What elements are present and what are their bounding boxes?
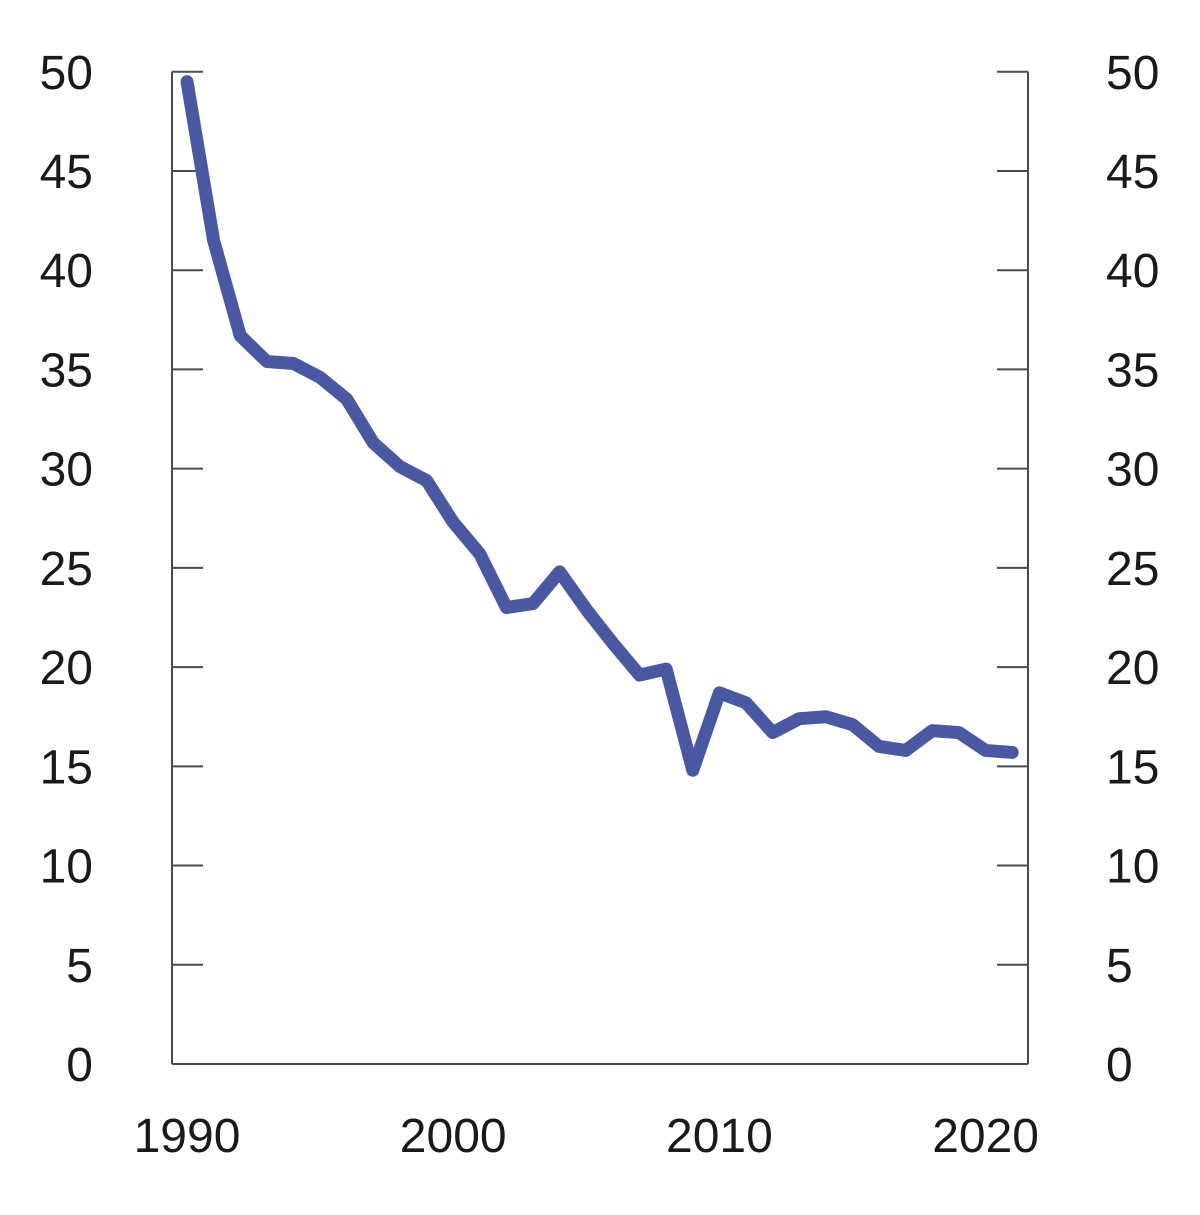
y-tick-label-right: 45 <box>1106 146 1159 199</box>
axes-layer <box>171 71 1029 1065</box>
x-tick-label: 2020 <box>932 1110 1039 1163</box>
y-tick-label-right: 35 <box>1106 344 1159 397</box>
y-tick-label-left: 35 <box>40 344 93 397</box>
y-tick-label-right: 20 <box>1106 642 1159 695</box>
y-tick-label-right: 25 <box>1106 543 1159 596</box>
y-tick-label-left: 25 <box>40 543 93 596</box>
tick-layer <box>172 70 1028 1065</box>
x-tick-label: 2000 <box>400 1110 507 1163</box>
y-tick-label-left: 15 <box>40 741 93 794</box>
y-tick-label-right: 0 <box>1106 1039 1133 1092</box>
y-tick-label-right: 50 <box>1106 47 1159 100</box>
y-tick-label-left: 40 <box>40 245 93 298</box>
y-tick-label-left: 0 <box>66 1039 93 1092</box>
y-tick-label-left: 30 <box>40 444 93 497</box>
y-tick-label-right: 10 <box>1106 841 1159 894</box>
y-tick-label-left: 50 <box>40 47 93 100</box>
y-tick-label-left: 45 <box>40 146 93 199</box>
data-line-series <box>180 75 1019 777</box>
y-tick-label-left: 10 <box>40 841 93 894</box>
y-tick-label-right: 5 <box>1106 940 1133 993</box>
series-layer <box>180 75 1019 777</box>
y-tick-label-right: 40 <box>1106 245 1159 298</box>
y-tick-label-left: 20 <box>40 642 93 695</box>
y-tick-label-right: 30 <box>1106 444 1159 497</box>
x-tick-label: 2010 <box>666 1110 773 1163</box>
y-tick-label-left: 5 <box>66 940 93 993</box>
y-tick-label-right: 15 <box>1106 741 1159 794</box>
x-tick-label: 1990 <box>134 1110 241 1163</box>
